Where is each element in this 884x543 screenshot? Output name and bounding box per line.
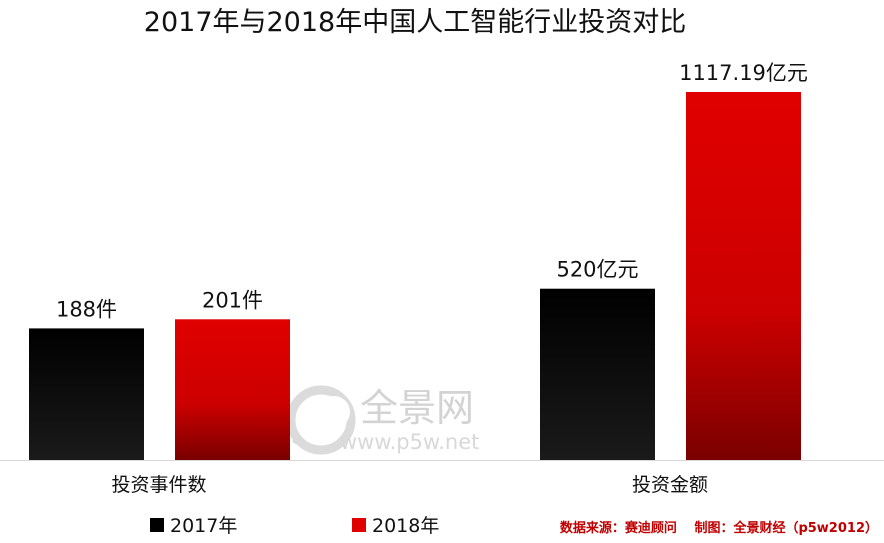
source-note: 数据来源：赛迪顾问 制图：全景财经（p5w2012） xyxy=(560,520,878,536)
data-label-events-2018: 201件 xyxy=(202,288,263,312)
legend-swatch-2017 xyxy=(150,518,164,532)
bars: 188件 201件 520亿元 1117.19亿元 xyxy=(29,61,808,461)
legend: 2017年 2018年 xyxy=(150,515,439,537)
data-label-events-2017: 188件 xyxy=(56,297,117,321)
watermark-url: www.p5w.net xyxy=(340,430,479,454)
legend-label-2018: 2018年 xyxy=(372,515,439,537)
watermark-text: 全景网 xyxy=(360,386,474,430)
bar-amount-2017 xyxy=(540,288,655,460)
category-label-amount: 投资金额 xyxy=(632,474,708,496)
watermark: 全景网 www.p5w.net xyxy=(286,385,479,455)
chart-title: 2017年与2018年中国人工智能行业投资对比 xyxy=(144,7,686,38)
bar-events-2017 xyxy=(29,328,144,460)
category-label-events: 投资事件数 xyxy=(111,474,206,496)
data-label-amount-2017: 520亿元 xyxy=(556,258,638,282)
bar-events-2018 xyxy=(175,319,290,460)
legend-swatch-2018 xyxy=(352,518,366,532)
watermark-logo-icon xyxy=(286,385,356,455)
legend-label-2017: 2017年 xyxy=(170,515,237,537)
data-label-amount-2018: 1117.19亿元 xyxy=(679,61,808,85)
bar-amount-2018 xyxy=(686,91,801,461)
